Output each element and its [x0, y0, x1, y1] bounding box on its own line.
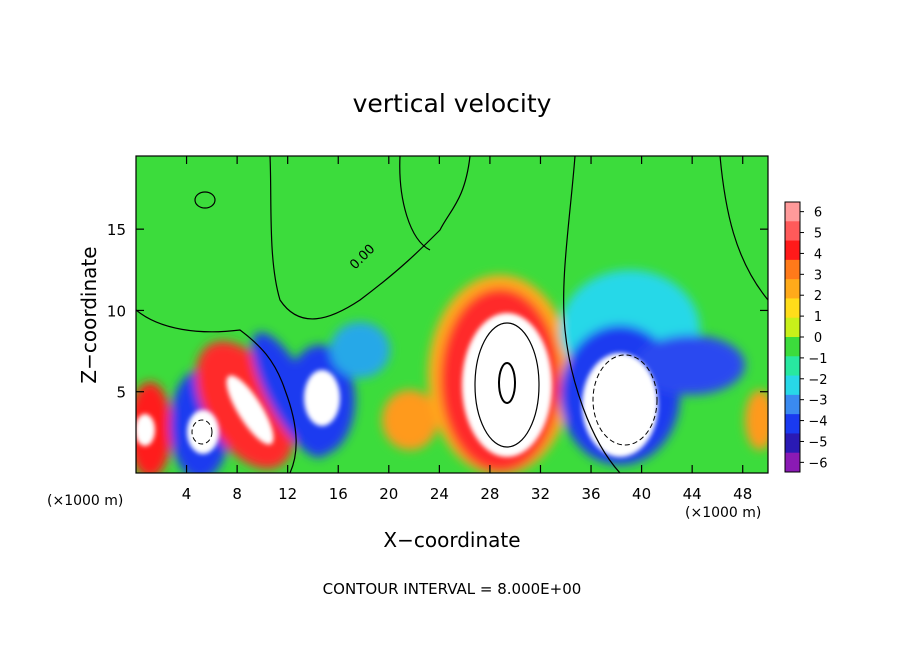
x-tick-label: 12 — [278, 485, 297, 503]
x-tick-label: 32 — [531, 485, 550, 503]
x-axis-label: X−coordinate — [383, 528, 520, 552]
colorbar-tick-label: −4 — [808, 415, 827, 430]
colorbar-tick-label: −6 — [808, 456, 827, 471]
colorbar-tick-label: −3 — [808, 394, 827, 409]
plot-area — [136, 156, 768, 473]
colorbar-swatch — [785, 433, 800, 454]
plot-frame — [135, 155, 769, 474]
x-tick-label: 28 — [480, 485, 499, 503]
x-units-left: (×1000 m) — [47, 493, 123, 509]
x-tick-label: 40 — [632, 485, 651, 503]
y-axis-ticks: 5 10 15 — [107, 221, 768, 402]
colorbar-tick-label: 4 — [814, 247, 822, 262]
y-tick-label: 15 — [107, 221, 126, 239]
colorbar-tick-label: −5 — [808, 435, 827, 450]
x-axis-ticks: 4 8 12 16 20 24 28 32 36 40 44 48 — [182, 156, 752, 503]
colorbar-swatch — [785, 221, 800, 242]
y-axis-label: Z−coordinate — [77, 246, 101, 383]
x-tick-label: 8 — [232, 485, 242, 503]
negative-contours — [191, 354, 658, 446]
colorbar-swatch — [785, 394, 800, 415]
contour-interval-footer: CONTOUR INTERVAL = 8.000E+00 — [323, 580, 582, 598]
velocity-cores — [136, 313, 658, 457]
colorbar-tick-label: 0 — [814, 331, 822, 346]
x-tick-label: 16 — [329, 485, 348, 503]
colorbar-tick-label: 5 — [814, 227, 822, 242]
colorbar-swatch — [785, 356, 800, 377]
chart-title: vertical velocity — [353, 89, 552, 118]
colorbar-swatch — [785, 279, 800, 299]
colorbar-swatch — [785, 240, 800, 261]
x-tick-label: 36 — [581, 485, 600, 503]
x-units-right: (×1000 m) — [685, 505, 761, 521]
x-tick-label: 48 — [733, 485, 752, 503]
colorbar-tick-label: 3 — [814, 268, 822, 283]
colorbar-tick-label: −2 — [808, 373, 827, 388]
y-tick-label: 5 — [116, 384, 126, 402]
x-tick-label: 4 — [182, 485, 192, 503]
colorbar-swatch — [785, 414, 800, 434]
colorbar-swatch — [785, 259, 800, 280]
colorbar-swatch — [785, 452, 800, 473]
contour-lines — [136, 156, 768, 473]
x-tick-label: 44 — [683, 485, 702, 503]
colorbar-tick-label: 1 — [814, 310, 822, 325]
colorbar-swatch — [785, 337, 800, 357]
colorbar-tick-label: 2 — [814, 289, 822, 304]
x-tick-label: 24 — [430, 485, 449, 503]
colorbar-swatch — [785, 202, 800, 222]
colorbar: 6 5 4 3 2 1 0 −1 −2 −3 −4 −5 −6 — [784, 201, 828, 473]
x-tick-label: 20 — [379, 485, 398, 503]
colorbar-swatch — [785, 298, 800, 319]
colorbar-swatch — [785, 375, 800, 396]
colorbar-tick-label: −1 — [808, 352, 827, 367]
colorbar-tick-label: 6 — [814, 206, 822, 221]
y-tick-label: 10 — [107, 302, 126, 320]
colorbar-swatch — [785, 317, 800, 338]
